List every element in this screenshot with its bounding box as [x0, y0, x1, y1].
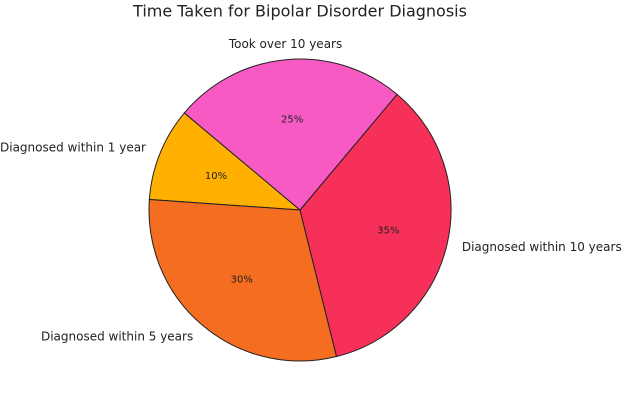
pie-slice	[299, 93, 452, 358]
value-label: 25%	[281, 115, 303, 126]
pie-slice	[148, 112, 302, 211]
slice-label: Diagnosed within 5 years	[41, 330, 193, 344]
chart-title: Time Taken for Bipolar Disorder Diagnosi…	[132, 2, 467, 21]
pie-slice	[148, 198, 338, 362]
pie-slice	[183, 58, 398, 211]
value-label: 10%	[205, 171, 227, 182]
slice-label: Took over 10 years	[228, 37, 342, 51]
value-label: 30%	[231, 274, 253, 285]
slice-label: Diagnosed within 1 year	[0, 140, 146, 154]
value-label: 35%	[377, 225, 399, 236]
slice-label: Diagnosed within 10 years	[462, 240, 622, 254]
